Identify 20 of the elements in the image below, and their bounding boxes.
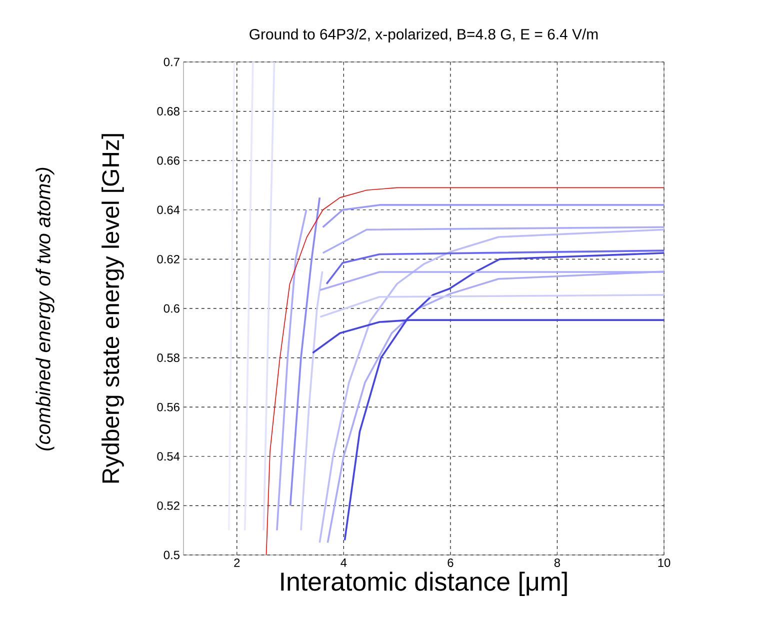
x-axis-title: Interatomic distance [μm] — [281, 572, 567, 596]
x-tick-label: 8 — [554, 558, 560, 567]
y-tick-label: 0.6 — [164, 304, 180, 313]
y-tick-label: 0.56 — [157, 402, 180, 412]
x-tick-label: 10 — [658, 558, 670, 567]
y-tick-label: 0.64 — [157, 206, 180, 214]
y-tick-label: 0.52 — [157, 501, 180, 510]
y-axis-title: Rydberg state energy level [GHz] — [102, 134, 124, 483]
x-tick-label: 6 — [448, 558, 454, 567]
y-tick-label: 0.68 — [157, 107, 180, 116]
chart-title: Ground to 64P3/2, x-polarized, B=4.8 G, E = 6.4 V/m — [250, 28, 598, 42]
y-tick-label: 0.7 — [164, 58, 180, 66]
y-tick-label: 0.54 — [157, 452, 180, 461]
y-tick-label: 0.5 — [164, 550, 180, 560]
text: (combined energy of two atoms) — [36, 168, 54, 450]
x-tick-label: 2 — [234, 558, 240, 567]
x-tick-label: 4 — [340, 558, 347, 567]
y-tick-label: 0.66 — [157, 156, 180, 165]
y-tick-label: 0.58 — [157, 354, 180, 362]
y-tick-label: 0.62 — [157, 254, 180, 264]
